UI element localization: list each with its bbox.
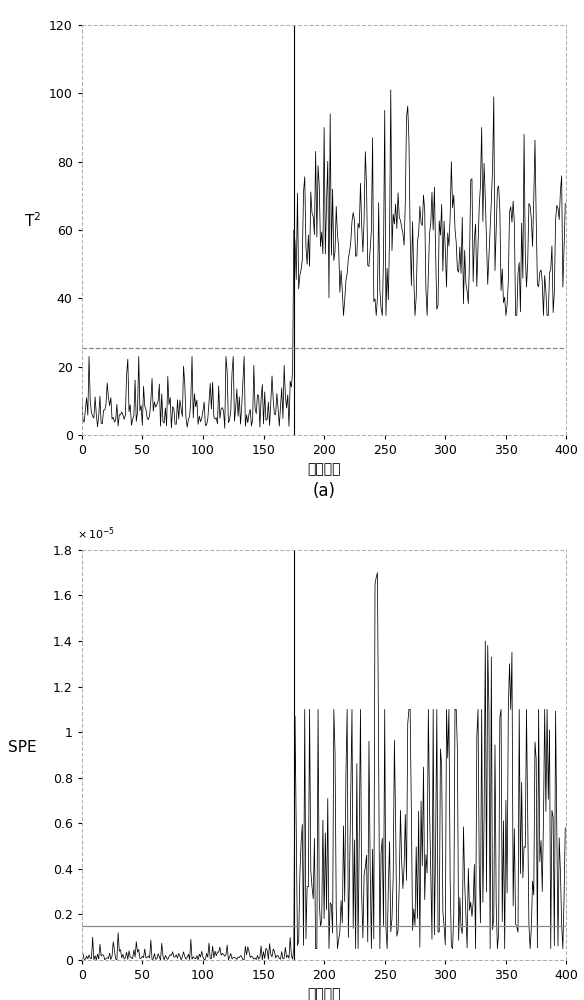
Text: (a): (a) [312,482,336,500]
Text: $\times\,10^{-5}$: $\times\,10^{-5}$ [77,525,115,542]
Y-axis label: T$^2$: T$^2$ [23,211,41,230]
Y-axis label: SPE: SPE [8,740,36,755]
X-axis label: 采样次数: 采样次数 [307,463,341,477]
X-axis label: 采样次数: 采样次数 [307,988,341,1000]
